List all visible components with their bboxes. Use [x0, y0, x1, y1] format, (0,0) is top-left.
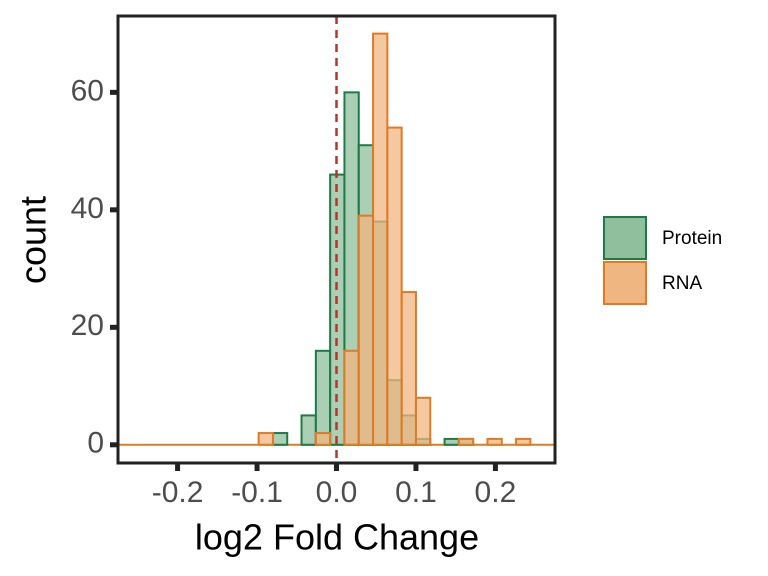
bar	[257, 432, 274, 446]
legend-key	[603, 261, 647, 305]
bar	[443, 437, 460, 446]
bar	[343, 349, 360, 446]
x-tick-label: 0.2	[475, 476, 517, 509]
legend-label: Protein	[662, 228, 722, 249]
bar	[314, 432, 332, 446]
y-tick-label: 20	[71, 309, 104, 342]
y-tick-label: 0	[87, 427, 104, 460]
bar	[457, 437, 475, 446]
x-tick-label: -0.2	[152, 476, 204, 509]
x-axis-title: log2 Fold Change	[195, 517, 479, 558]
panel-border	[116, 14, 557, 465]
bar	[314, 349, 332, 446]
legend-key	[603, 216, 647, 260]
bar	[300, 414, 317, 446]
bar	[271, 432, 289, 446]
bar	[515, 437, 532, 446]
legend-label: RNA	[662, 273, 702, 294]
x-tick-label: 0.0	[316, 476, 358, 509]
bar	[372, 32, 389, 446]
bar	[400, 291, 417, 446]
y-axis-title: count	[13, 196, 54, 284]
y-tick-label: 60	[71, 74, 104, 107]
y-tick-label: 40	[71, 192, 104, 225]
bar	[414, 396, 432, 446]
x-tick-label: 0.1	[395, 476, 437, 509]
bar	[357, 214, 375, 446]
bar	[486, 437, 503, 446]
x-tick-label: -0.1	[231, 476, 283, 509]
bar	[386, 126, 403, 446]
